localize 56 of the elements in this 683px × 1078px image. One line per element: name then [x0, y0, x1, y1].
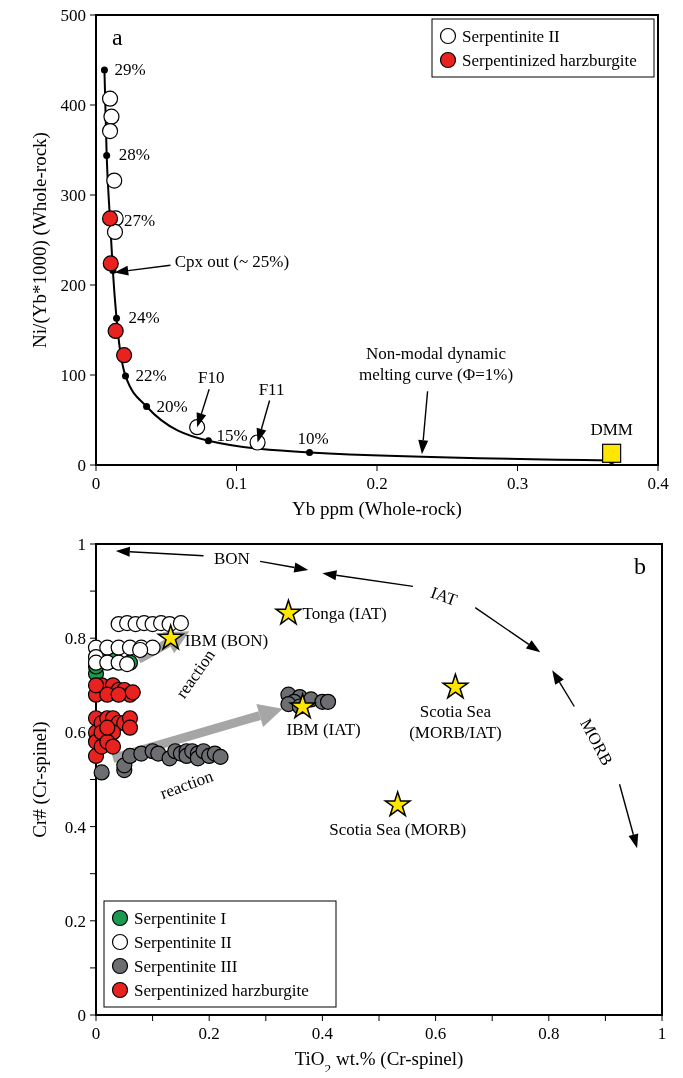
x-tick-label: 0.3	[506, 474, 529, 493]
legend-label: Serpentinite II	[134, 933, 233, 952]
y-tick-label: 0.8	[64, 629, 86, 649]
legend-label: Serpentinized harzburgite	[462, 51, 637, 70]
annotation: 24%	[128, 308, 160, 328]
annotation: 15%	[216, 425, 248, 445]
x-tick-label: 0.1	[225, 474, 248, 493]
annotation: reaction	[157, 766, 217, 803]
y-tick-label: 400	[60, 96, 86, 115]
x-axis-title: Yb ppm (Whole-rock)	[292, 498, 462, 520]
y-tick-label: 300	[60, 186, 86, 205]
y-tick-label: 200	[60, 276, 86, 295]
chart-title: a	[112, 24, 123, 50]
annotation: Non-modal dynamic melting curve (Φ=1%)	[358, 344, 514, 385]
y-tick-label: 1	[77, 535, 86, 554]
y-tick-label: 0.6	[64, 723, 86, 743]
x-tick-label: 1	[657, 1024, 667, 1043]
x-tick-label: 0.4	[311, 1024, 334, 1043]
annotation: 29%	[114, 59, 146, 79]
x-tick-label: 0.4	[647, 474, 670, 493]
annotation: Tonga (IAT)	[302, 604, 387, 624]
annotation: 10%	[297, 429, 329, 449]
annotation: BON	[213, 549, 250, 569]
annotation: 22%	[135, 365, 167, 385]
annotation: IBM (IAT)	[286, 719, 361, 739]
annotation: Cpx out (~ 25%)	[174, 252, 290, 271]
y-tick-label: 0	[77, 456, 86, 475]
y-tick-label: 0	[77, 1006, 86, 1025]
y-axis-title: Cr# (Cr-spinel)	[29, 721, 51, 838]
y-axis-title: Ni/(Yb*1000) (Whole-rock)	[29, 132, 51, 348]
annotation: F11	[258, 379, 285, 399]
x-tick-label: 0.6	[424, 1024, 447, 1043]
annotation: Scotia Sea (MORB)	[329, 819, 467, 839]
x-tick-label: 0	[91, 474, 101, 493]
x-tick-label: 0.2	[198, 1024, 220, 1043]
chart-title: b	[634, 553, 646, 579]
annotation: Scotia Sea (MORB/IAT)	[409, 702, 502, 743]
y-tick-label: 500	[60, 6, 86, 25]
annotation: 27%	[124, 211, 156, 231]
legend-label: Serpentinite III	[134, 957, 238, 976]
annotation: IAT	[428, 582, 461, 610]
annotation: F10	[197, 368, 225, 388]
x-tick-label: 0	[91, 1024, 101, 1043]
y-tick-label: 100	[60, 366, 86, 385]
legend-label: Serpentinized harzburgite	[134, 981, 309, 1000]
annotation: IBM (BON)	[184, 631, 269, 651]
y-tick-label: 0.4	[64, 817, 87, 837]
x-tick-label: 0.8	[538, 1024, 560, 1043]
legend-label: Serpentinite I	[134, 909, 227, 928]
x-axis-title: TiO$_{2}$ wt.% (Cr-spinel)	[294, 1048, 464, 1076]
annotation: 20%	[156, 396, 188, 416]
annotation: 28%	[118, 145, 150, 165]
x-tick-label: 0.2	[366, 474, 388, 493]
y-tick-label: 0.2	[64, 911, 86, 931]
legend-label: Serpentinite II	[462, 27, 561, 46]
annotation: DMM	[590, 420, 633, 440]
